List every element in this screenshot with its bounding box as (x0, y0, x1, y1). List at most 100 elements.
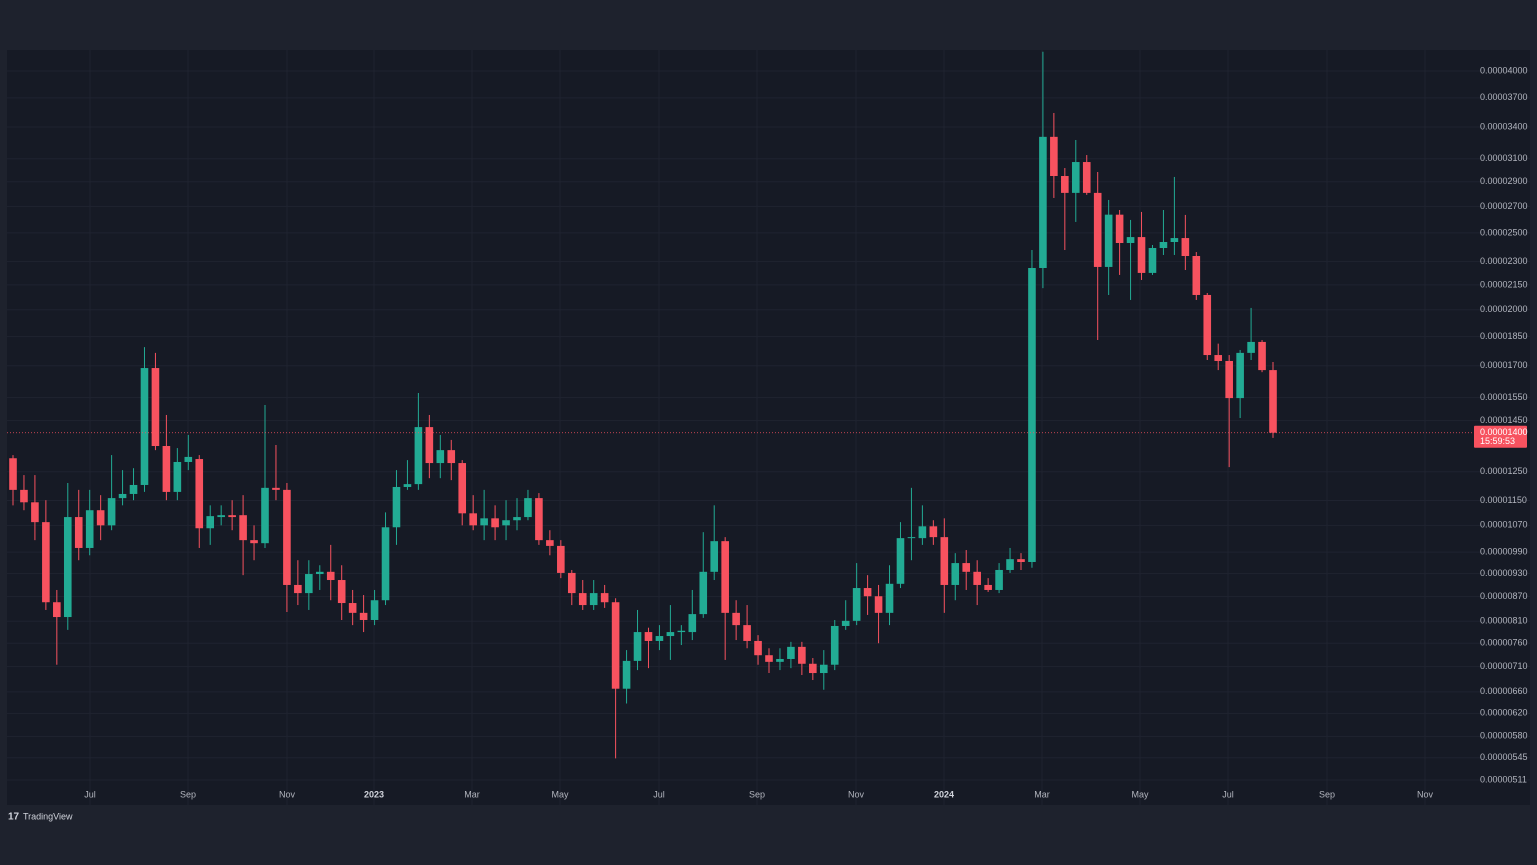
y-tick-label: 0.00000810 (1480, 616, 1528, 626)
candle-body (984, 584, 992, 590)
candle-body (162, 446, 171, 492)
y-tick-label: 0.00001150 (1480, 495, 1527, 505)
y-tick-label: 0.00002150 (1480, 279, 1528, 289)
candle-body (1039, 136, 1047, 269)
y-tick-label: 0.00003400 (1480, 121, 1528, 131)
candle-body (557, 545, 565, 573)
x-tick-label: May (1131, 789, 1149, 799)
candle-body (841, 620, 850, 626)
candle-body (874, 596, 883, 613)
candle-body (151, 368, 160, 447)
y-tick-label: 0.00001450 (1480, 415, 1528, 425)
y-tick-label: 0.00002900 (1480, 176, 1528, 186)
candle-body (1137, 237, 1146, 273)
candle-body (283, 489, 291, 585)
candle-body (85, 510, 94, 548)
y-tick-label: 0.00004000 (1480, 65, 1528, 75)
candle-body (546, 540, 554, 546)
candle-body (578, 593, 587, 606)
candle-body (688, 614, 697, 633)
y-tick-label: 0.00002300 (1480, 256, 1528, 266)
candle-body (63, 517, 72, 618)
candle-body (962, 563, 971, 572)
candle-body (611, 602, 620, 689)
candle-body (239, 515, 247, 541)
x-tick-label: Sep (180, 789, 196, 799)
y-tick-label: 0.00000870 (1480, 591, 1528, 601)
candle-body (173, 461, 182, 492)
candle-body (381, 527, 390, 601)
candle-body (973, 571, 981, 585)
candle-body (677, 630, 686, 633)
candle-body (1017, 559, 1025, 563)
candle-body (491, 518, 499, 528)
candle-body (1170, 238, 1179, 242)
candle-body (1082, 162, 1091, 193)
candle-body (513, 517, 521, 521)
y-tick-label: 0.00001550 (1480, 392, 1528, 402)
candle-body (940, 537, 949, 585)
candle-body (1236, 352, 1244, 399)
y-tick-label: 0.00000580 (1480, 731, 1528, 741)
countdown-label: 15:59:53 (1480, 436, 1515, 446)
y-tick-label: 0.00003700 (1480, 92, 1528, 102)
y-tick-label: 0.00000511 (1480, 774, 1527, 784)
last-price-label: 0.00001400 (1480, 427, 1528, 437)
candle-body (929, 526, 938, 538)
candle-body (1071, 162, 1080, 193)
candle-body (74, 517, 83, 548)
candle-body (1126, 237, 1135, 243)
candle-body (480, 518, 488, 526)
candle-body (1258, 341, 1266, 371)
x-tick-label: Jul (84, 789, 96, 799)
y-tick-label: 0.00000545 (1480, 752, 1528, 762)
candle-body (348, 603, 357, 613)
candle-body (896, 538, 905, 584)
candle-body (31, 502, 39, 523)
x-tick-label: Sep (749, 789, 765, 799)
x-tick-label: Jul (653, 789, 665, 799)
y-tick-label: 0.00000990 (1480, 546, 1528, 556)
candle-body (447, 450, 456, 464)
candle-body (425, 427, 434, 464)
candle-body (1247, 341, 1255, 353)
candle-body (458, 463, 467, 514)
candle-body (765, 655, 773, 662)
candle-body (1192, 256, 1201, 295)
x-tick-label: Nov (848, 789, 865, 799)
x-tick-label: Mar (464, 789, 480, 799)
candle-body (1050, 136, 1058, 177)
candle-body (1225, 360, 1233, 399)
candle-body (359, 612, 368, 620)
candle-body (819, 664, 828, 674)
y-tick-label: 0.00001250 (1480, 466, 1528, 476)
candle-body (699, 571, 708, 615)
candle-body (206, 516, 215, 529)
candle-body (107, 498, 116, 526)
x-tick-label: Nov (279, 789, 296, 799)
candle-body (633, 632, 642, 661)
candle-body (1104, 214, 1113, 267)
candle-body (305, 574, 313, 594)
candle-body (337, 580, 346, 604)
y-tick-label: 0.00000930 (1480, 568, 1528, 578)
y-tick-label: 0.00001700 (1480, 360, 1528, 370)
y-tick-label: 0.00002000 (1480, 304, 1528, 314)
candle-body (1181, 238, 1190, 257)
candle-body (129, 484, 138, 494)
y-tick-label: 0.00002700 (1480, 201, 1528, 211)
candle-body (195, 459, 204, 529)
candle-body (184, 456, 193, 462)
candle-body (644, 632, 653, 641)
candle-body (655, 636, 664, 641)
candle-body (666, 632, 675, 637)
candle-body (1061, 176, 1069, 193)
x-tick-label: Jul (1222, 789, 1234, 799)
candle-body (96, 510, 105, 526)
candle-body (535, 498, 543, 541)
candles (7, 51, 1474, 759)
candle-body (261, 487, 269, 544)
candle-body (228, 515, 236, 518)
candle-body (42, 522, 50, 603)
